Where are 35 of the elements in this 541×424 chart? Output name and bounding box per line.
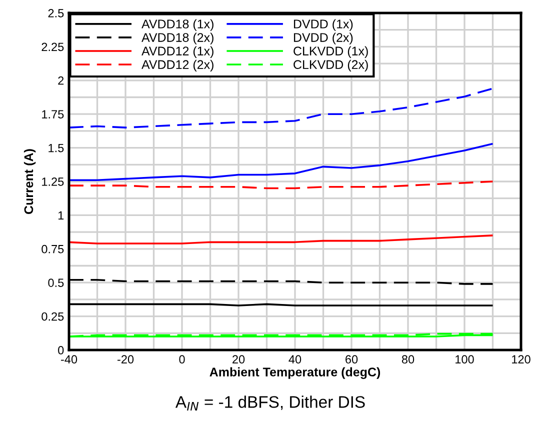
y-tick-label: 1.5 bbox=[48, 144, 64, 152]
y-tick-label: 1.75 bbox=[42, 110, 64, 118]
legend-label: CLKVDD (1x) bbox=[294, 46, 368, 58]
legend-label: DVDD (2x) bbox=[294, 32, 353, 44]
x-tick-label: 120 bbox=[512, 355, 530, 364]
line-series bbox=[69, 142, 494, 182]
text: A$_{IN}$ = -1 dBFS, Dither DIS bbox=[175, 396, 365, 410]
y-tick-label: 0.5 bbox=[48, 278, 64, 287]
legend-label: CLKVDD (2x) bbox=[294, 60, 368, 72]
legend-label: AVDD18 (1x) bbox=[142, 19, 214, 31]
y-tick-label: 2.5 bbox=[48, 9, 64, 18]
legend-label: AVDD18 (2x) bbox=[142, 32, 214, 44]
x-tick-label: 80 bbox=[402, 355, 414, 364]
x-tick-label: 40 bbox=[288, 355, 302, 364]
x-tick-label: 0 bbox=[179, 355, 185, 364]
y-tick-label: 1.25 bbox=[42, 178, 64, 186]
y-tick-label: 2.25 bbox=[42, 42, 64, 52]
y-tick-label: 0.75 bbox=[42, 244, 64, 254]
y-tick-label: 0.25 bbox=[42, 312, 64, 321]
y-tick-label: 2 bbox=[58, 76, 64, 85]
legend-label: AVDD12 (2x) bbox=[142, 60, 214, 72]
y-axis-title: Current (A) bbox=[24, 149, 36, 214]
legend-label: DVDD (1x) bbox=[294, 19, 353, 31]
x-tick-label: 100 bbox=[456, 355, 474, 364]
line-series bbox=[69, 180, 494, 190]
x-tick-label: 20 bbox=[232, 355, 245, 364]
y-tick-label: 0 bbox=[58, 346, 64, 354]
y-tick-label: 1 bbox=[58, 211, 64, 220]
x-tick-label: 60 bbox=[346, 355, 358, 364]
x-tick-label: -20 bbox=[117, 355, 134, 364]
legend-label: AVDD12 (1x) bbox=[142, 46, 214, 58]
x-tick-label: -40 bbox=[60, 355, 78, 364]
line-series bbox=[69, 88, 494, 128]
x-axis-title: Ambient Temperature (degC) bbox=[210, 367, 380, 379]
line-series bbox=[69, 234, 494, 244]
